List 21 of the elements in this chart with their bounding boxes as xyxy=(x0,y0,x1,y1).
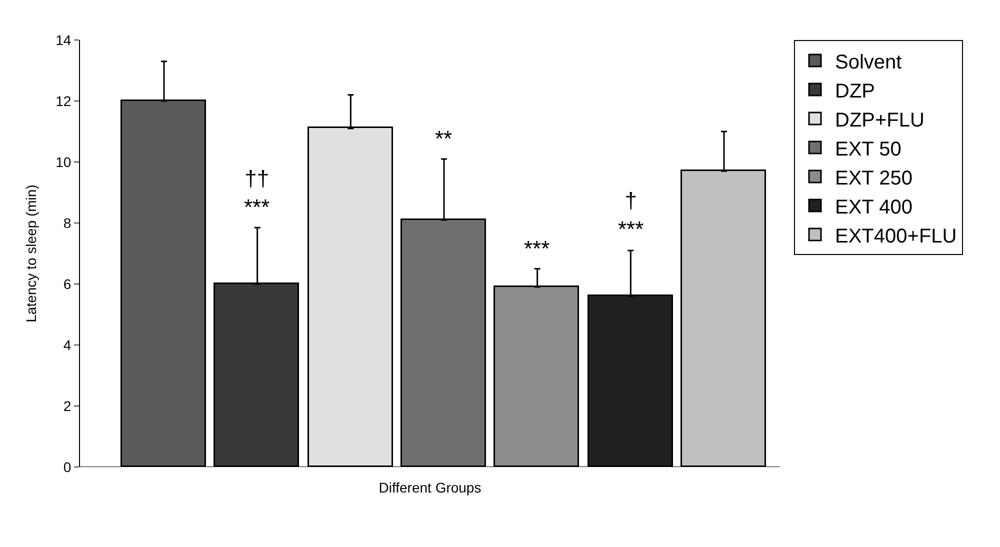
annotation: *** xyxy=(524,236,550,261)
annotation: † *** xyxy=(618,188,644,242)
y-tick-label: 6 xyxy=(63,276,72,292)
legend-label: DZP xyxy=(835,80,875,102)
legend-label: EXT 250 xyxy=(835,167,912,190)
annotation: ** xyxy=(435,126,453,151)
y-tick-label: 14 xyxy=(56,32,72,48)
legend-label: DZP+FLU xyxy=(835,109,924,132)
y-tick-label: 2 xyxy=(63,398,72,414)
annotation: †† *** xyxy=(244,166,270,220)
y-tick-label: 4 xyxy=(63,336,72,353)
y-axis-title: Latency to sleep (min) xyxy=(23,184,40,322)
legend-label: EXT 400 xyxy=(835,196,912,218)
y-tick-label: 0 xyxy=(63,458,72,475)
legend-label: EXT400+FLU xyxy=(835,225,957,248)
x-axis-title: Different Groups xyxy=(378,479,482,496)
y-tick-label: 8 xyxy=(63,214,72,231)
legend-label: Solvent xyxy=(835,51,902,74)
y-tick-label: 12 xyxy=(56,92,72,109)
legend-label: EXT 50 xyxy=(835,138,902,160)
y-tick-label: 10 xyxy=(56,154,72,170)
